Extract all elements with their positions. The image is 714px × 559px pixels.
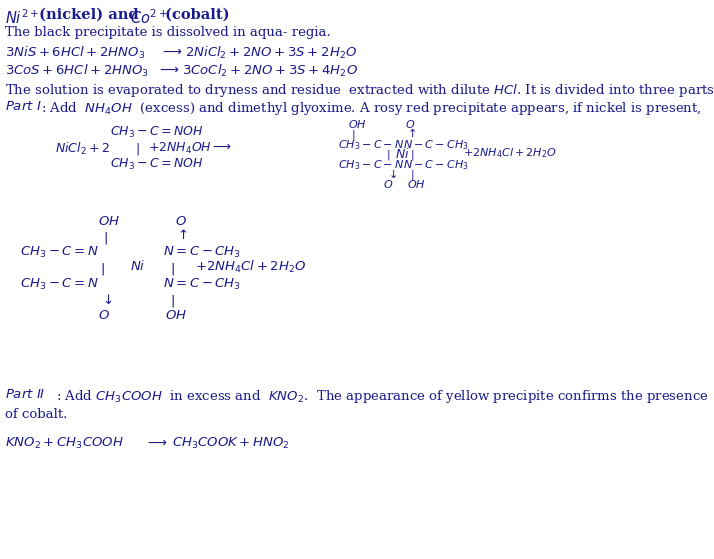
Text: $|$: $|$ (103, 230, 108, 246)
Text: $\uparrow$: $\uparrow$ (405, 126, 416, 139)
Text: $3NiS+6HCl+2HNO_3$: $3NiS+6HCl+2HNO_3$ (5, 45, 145, 61)
Text: $CH_3-C-N$: $CH_3-C-N$ (338, 138, 405, 152)
Text: $OH$: $OH$ (348, 118, 367, 130)
Text: $CH_3-C=N$: $CH_3-C=N$ (20, 277, 99, 292)
Text: of cobalt.: of cobalt. (5, 408, 67, 421)
Text: $O$: $O$ (383, 178, 393, 190)
Text: $N-C-CH_3$: $N-C-CH_3$ (403, 158, 469, 172)
Text: $\mathbf{\mathit{Part\ I}}$: $\mathbf{\mathit{Part\ I}}$ (5, 100, 41, 113)
Text: $N=C-CH_3$: $N=C-CH_3$ (163, 245, 241, 260)
Text: $+2NH_4Cl+2H_2O$: $+2NH_4Cl+2H_2O$ (463, 146, 557, 160)
Text: $N=C-CH_3$: $N=C-CH_3$ (163, 277, 241, 292)
Text: $+2NH_4OH\longrightarrow$: $+2NH_4OH\longrightarrow$ (148, 141, 232, 156)
Text: $NiCl_2+2$: $NiCl_2+2$ (55, 141, 110, 157)
Text: (nickel) and: (nickel) and (34, 8, 144, 22)
Text: : Add $\mathit{CH_3COOH}$  in excess and  $\mathit{KNO_2}$.  The appearance of y: : Add $\mathit{CH_3COOH}$ in excess and … (52, 388, 708, 405)
Text: $\mathit{KNO_2+CH_3COOH}$: $\mathit{KNO_2+CH_3COOH}$ (5, 436, 124, 451)
Text: $CH_3-C=N$: $CH_3-C=N$ (20, 245, 99, 260)
Text: $O$: $O$ (405, 118, 416, 130)
Text: $|$: $|$ (410, 168, 414, 182)
Text: $O$: $O$ (175, 215, 187, 228)
Text: $|$: $|$ (100, 261, 105, 277)
Text: $\longrightarrow$: $\longrightarrow$ (160, 45, 183, 58)
Text: $3CoCl_2+2NO+3S+4H_2O$: $3CoCl_2+2NO+3S+4H_2O$ (182, 63, 358, 79)
Text: $\mathbf{\mathit{Part\ II}}$: $\mathbf{\mathit{Part\ II}}$ (5, 388, 46, 401)
Text: $2NiCl_2+2NO+3S+2H_2O$: $2NiCl_2+2NO+3S+2H_2O$ (185, 45, 357, 61)
Text: $\mathit{Ni}^{2+}$: $\mathit{Ni}^{2+}$ (5, 8, 39, 27)
Text: $CH_3-C=NOH$: $CH_3-C=NOH$ (110, 157, 203, 172)
Text: : Add  $NH_4OH$  (excess) and dimethyl glyoxime. A rosy red precipitate appears,: : Add $NH_4OH$ (excess) and dimethyl gly… (37, 100, 702, 117)
Text: The black precipitate is dissolved in aqua- regia.: The black precipitate is dissolved in aq… (5, 26, 331, 39)
Text: $OH$: $OH$ (407, 178, 426, 190)
Text: $\mathit{CH_3COOK+HNO_2}$: $\mathit{CH_3COOK+HNO_2}$ (172, 436, 290, 451)
Text: $|$: $|$ (170, 261, 175, 277)
Text: $\mathit{Co}^{2+}$: $\mathit{Co}^{2+}$ (130, 8, 168, 27)
Text: $Ni$: $Ni$ (395, 147, 410, 161)
Text: $\longrightarrow$: $\longrightarrow$ (157, 63, 180, 76)
Text: (cobalt): (cobalt) (160, 8, 229, 22)
Text: $OH$: $OH$ (165, 309, 187, 322)
Text: $\downarrow$: $\downarrow$ (100, 293, 113, 307)
Text: $CH_3-C=NOH$: $CH_3-C=NOH$ (110, 125, 203, 140)
Text: $|$: $|$ (170, 293, 175, 309)
Text: $\longrightarrow$: $\longrightarrow$ (145, 436, 168, 449)
Text: $N-C-CH_3$: $N-C-CH_3$ (403, 138, 469, 152)
Text: $CH_3-C-N$: $CH_3-C-N$ (338, 158, 405, 172)
Text: $O$: $O$ (98, 309, 110, 322)
Text: $|$: $|$ (386, 148, 391, 162)
Text: The solution is evaporated to dryness and residue  extracted with dilute $\mathi: The solution is evaporated to dryness an… (5, 82, 714, 99)
Text: $|$: $|$ (351, 128, 356, 142)
Text: $\uparrow$: $\uparrow$ (175, 228, 188, 242)
Text: $OH$: $OH$ (98, 215, 120, 228)
Text: $\downarrow$: $\downarrow$ (386, 168, 397, 180)
Text: $+2NH_4Cl+2H_2O$: $+2NH_4Cl+2H_2O$ (195, 259, 306, 275)
Text: $3CoS+6HCl+2HNO_3$: $3CoS+6HCl+2HNO_3$ (5, 63, 149, 79)
Text: $|$: $|$ (135, 141, 140, 157)
Text: $Ni$: $Ni$ (130, 259, 146, 273)
Text: $|$: $|$ (410, 148, 414, 162)
